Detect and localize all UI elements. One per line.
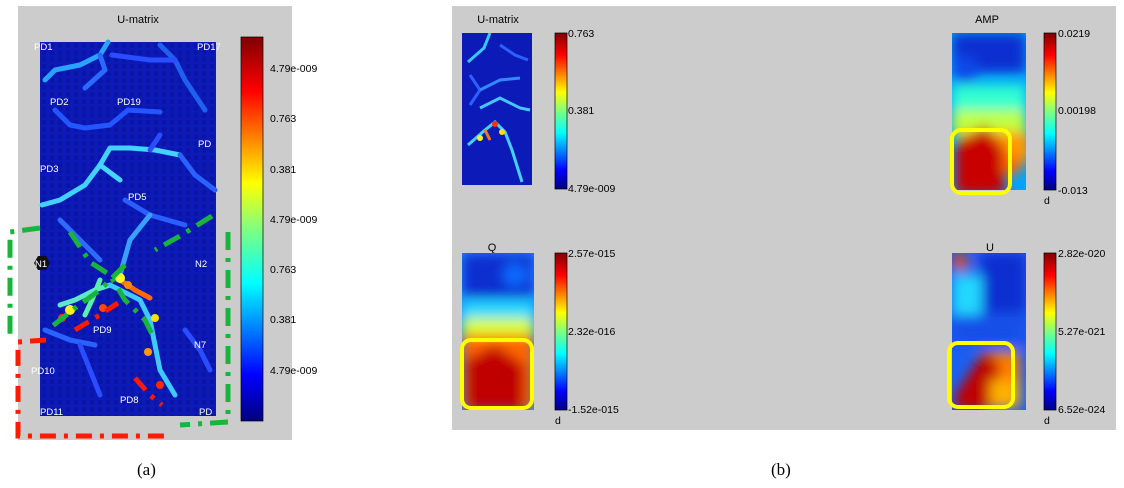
node-label: PD3 [40, 164, 58, 175]
node-label: PD11 [40, 407, 63, 418]
node-label: PD10 [31, 366, 55, 377]
colorbar-tick: 0.763 [270, 264, 297, 276]
colorbar-tick: 2.82e-020 [1058, 248, 1106, 260]
panel-a-title: U-matrix [117, 14, 159, 26]
colorbar-tick: 4.79e-009 [568, 183, 616, 195]
colorbar-tick: 0.381 [270, 314, 297, 326]
caption-b: (b) [771, 460, 791, 479]
node-label: N2 [195, 259, 207, 270]
q-map [462, 253, 534, 410]
cluster-boundaries [39, 39, 218, 398]
panel-a-colorbar [240, 36, 264, 422]
colorbar-tick: 0.381 [270, 164, 297, 176]
u-colorbar [1043, 252, 1057, 411]
caption-a: (a) [137, 460, 156, 479]
colorbar-tick: -0.013 [1058, 185, 1088, 197]
node-labels: PD1 PD17 PD2 PD19 PD PD3 PD5 N1 N2 PD9 N… [31, 42, 221, 418]
node-label: N7 [194, 340, 206, 351]
colorbar-tick: 4.79e-009 [270, 214, 318, 226]
node-n1-marker [34, 256, 50, 270]
node-label: PD5 [128, 192, 146, 203]
colorbar-tick: 5.27e-021 [1058, 326, 1106, 338]
u-map [952, 253, 1026, 410]
map-title-u: U [986, 242, 994, 254]
colorbar-tick: 2.32e-016 [568, 326, 616, 338]
node-label: PD1 [34, 42, 52, 53]
map-title-umatrix: U-matrix [477, 14, 519, 26]
node-label: PD17 [197, 42, 221, 53]
map-title-q: Q [487, 242, 497, 254]
colorbar-tick: 6.52e-024 [1058, 404, 1106, 416]
colorbar-tick: 4.79e-009 [270, 365, 318, 377]
amp-colorbar [1043, 32, 1057, 191]
colorbar-tick: 0.00198 [1058, 105, 1096, 117]
colorbar-tick: 0.381 [568, 105, 595, 117]
u-highlight-box [947, 341, 1015, 409]
colorbar-tick: 0.0219 [1058, 28, 1091, 40]
node-label: N1 [35, 259, 47, 270]
node-label: PD [198, 139, 211, 150]
amp-map [952, 33, 1026, 190]
green-dashed-region [7, 213, 231, 428]
colorbar-unit: d [1044, 415, 1050, 427]
map-title-amp: AMP [975, 14, 999, 26]
q-colorbar [554, 252, 568, 411]
colorbar-tick: -1.52e-015 [568, 404, 619, 416]
small-umatrix-map [462, 33, 532, 185]
q-highlight-box [460, 338, 534, 410]
node-label: PD2 [50, 97, 68, 108]
colorbar-unit: d [1044, 195, 1050, 207]
colorbar-unit: d [555, 415, 561, 427]
umatrix-colorbar [554, 32, 568, 190]
node-label: PD19 [117, 97, 141, 108]
colorbar-tick: 0.763 [270, 113, 297, 125]
colorbar-tick: 2.57e-015 [568, 248, 616, 260]
colorbar-tick: 0.763 [568, 28, 595, 40]
node-label: PD8 [120, 395, 138, 406]
colorbar-tick: 4.79e-009 [270, 63, 318, 75]
red-dashed-region [15, 300, 166, 439]
amp-highlight-box [950, 128, 1012, 195]
node-label: PD9 [93, 325, 111, 336]
node-label: PD [199, 407, 212, 418]
